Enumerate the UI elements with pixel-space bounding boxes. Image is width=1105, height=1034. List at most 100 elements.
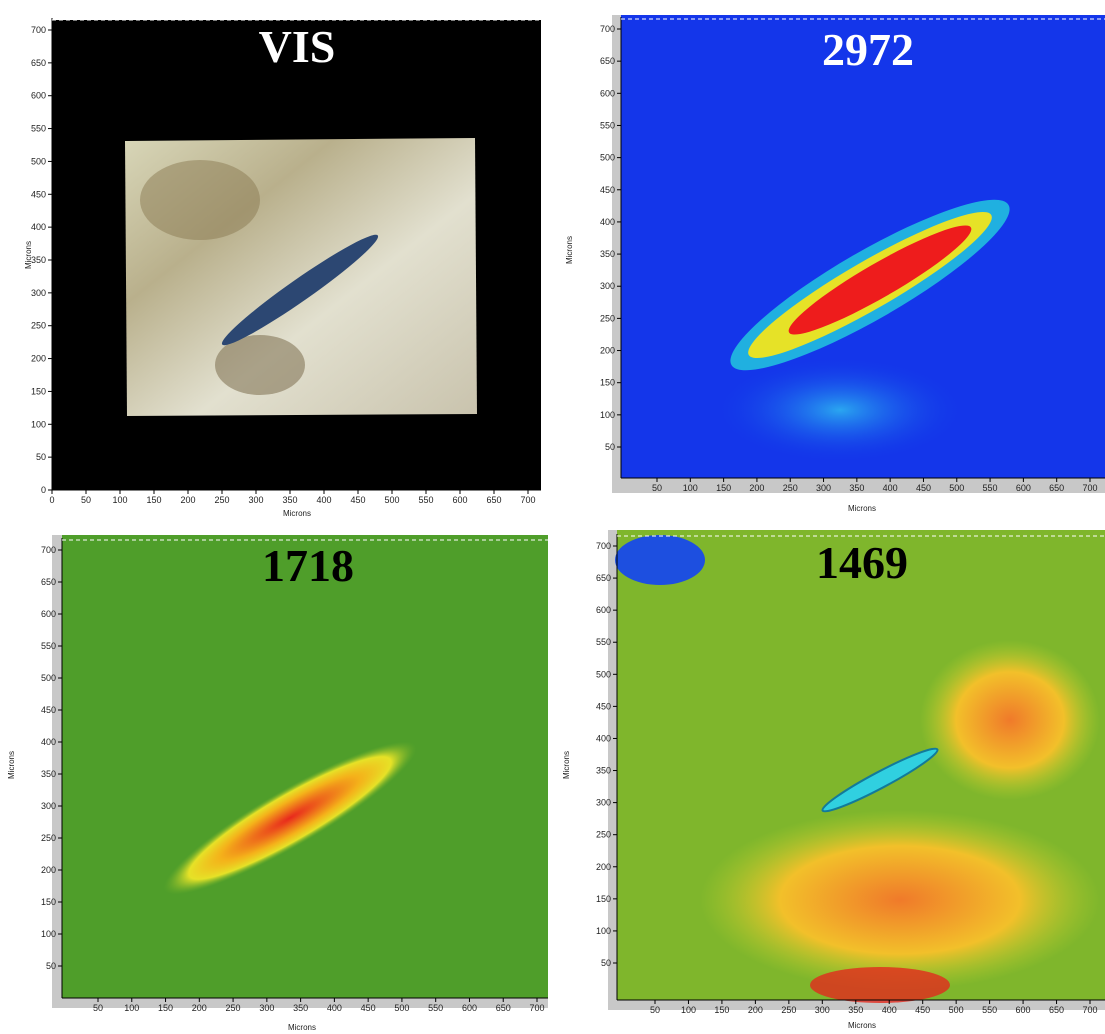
- x-tick-label: 100: [112, 495, 127, 505]
- panel-1718: [52, 535, 548, 1008]
- y-tick-label: 500: [600, 153, 615, 163]
- x-tick-label: 100: [124, 1003, 139, 1013]
- y-tick-label: 550: [31, 124, 46, 134]
- x-tick-label: 150: [158, 1003, 173, 1013]
- y-tick-label: 100: [41, 929, 56, 939]
- y-tick-label: 100: [600, 410, 615, 420]
- x-tick-label: 50: [93, 1003, 103, 1013]
- y-tick-label: 150: [31, 386, 46, 396]
- x-tick-label: 700: [520, 495, 535, 505]
- y-tick-label: 700: [31, 25, 46, 35]
- y-tick-label: 0: [41, 485, 46, 495]
- x-tick-label: 250: [214, 495, 229, 505]
- x-tick-label: 250: [783, 483, 798, 493]
- y-tick-label: 200: [600, 346, 615, 356]
- y-tick-label: 450: [31, 189, 46, 199]
- y-tick-label: 450: [596, 701, 611, 711]
- page: VIS0501001502002503003504004505005506006…: [0, 0, 1105, 1034]
- x-tick-label: 100: [681, 1005, 696, 1015]
- x-tick-label: 200: [749, 483, 764, 493]
- x-tick-label: 600: [1016, 1005, 1031, 1015]
- y-tick-label: 500: [596, 669, 611, 679]
- x-tick-label: 150: [714, 1005, 729, 1015]
- x-tick-label: 200: [748, 1005, 763, 1015]
- panel-1469: [608, 530, 1105, 1010]
- x-tick-label: 500: [394, 1003, 409, 1013]
- x-tick-label: 400: [316, 495, 331, 505]
- panel-title: 2972: [822, 24, 914, 75]
- x-tick-label: 250: [781, 1005, 796, 1015]
- x-tick-label: 500: [384, 495, 399, 505]
- y-tick-label: 650: [41, 577, 56, 587]
- panel-title: VIS: [259, 21, 336, 72]
- y-tick-label: 150: [600, 378, 615, 388]
- x-tick-label: 300: [248, 495, 263, 505]
- x-tick-label: 700: [529, 1003, 544, 1013]
- y-axis-label: Microns: [565, 236, 574, 264]
- x-tick-label: 300: [816, 483, 831, 493]
- texture: [700, 810, 1100, 990]
- x-tick-label: 500: [949, 483, 964, 493]
- x-axis-label: Microns: [848, 1021, 876, 1030]
- y-tick-label: 250: [41, 833, 56, 843]
- y-tick-label: 400: [41, 737, 56, 747]
- y-tick-label: 500: [31, 156, 46, 166]
- y-tick-label: 50: [36, 452, 46, 462]
- x-tick-label: 500: [949, 1005, 964, 1015]
- y-tick-label: 550: [596, 637, 611, 647]
- y-tick-label: 600: [41, 609, 56, 619]
- y-tick-label: 700: [596, 541, 611, 551]
- y-tick-label: 700: [600, 24, 615, 34]
- x-tick-label: 50: [650, 1005, 660, 1015]
- y-tick-label: 350: [31, 255, 46, 265]
- panel-vis: [52, 20, 541, 490]
- panel-title: 1469: [816, 537, 908, 588]
- x-tick-label: 400: [883, 483, 898, 493]
- x-tick-label: 200: [192, 1003, 207, 1013]
- y-tick-label: 600: [31, 91, 46, 101]
- y-tick-label: 400: [31, 222, 46, 232]
- x-tick-label: 350: [282, 495, 297, 505]
- y-tick-label: 550: [600, 120, 615, 130]
- x-tick-label: 100: [683, 483, 698, 493]
- x-axis-label: Microns: [283, 509, 311, 518]
- x-tick-label: 400: [327, 1003, 342, 1013]
- y-tick-label: 350: [596, 766, 611, 776]
- x-tick-label: 450: [350, 495, 365, 505]
- texture: [920, 640, 1100, 800]
- y-tick-label: 100: [31, 419, 46, 429]
- y-tick-label: 450: [600, 185, 615, 195]
- y-tick-label: 300: [600, 281, 615, 291]
- x-tick-label: 600: [1016, 483, 1031, 493]
- x-tick-label: 550: [982, 1005, 997, 1015]
- texture: [810, 967, 950, 1003]
- y-axis-label: Microns: [562, 751, 571, 779]
- y-tick-label: 550: [41, 641, 56, 651]
- x-axis-label: Microns: [848, 504, 876, 513]
- x-tick-label: 450: [361, 1003, 376, 1013]
- y-tick-label: 600: [596, 605, 611, 615]
- y-tick-label: 100: [596, 926, 611, 936]
- y-tick-label: 350: [41, 769, 56, 779]
- y-tick-label: 500: [41, 673, 56, 683]
- x-tick-label: 200: [180, 495, 195, 505]
- x-tick-label: 0: [49, 495, 54, 505]
- y-tick-label: 650: [600, 56, 615, 66]
- x-tick-label: 600: [452, 495, 467, 505]
- y-tick-label: 250: [600, 313, 615, 323]
- x-tick-label: 650: [486, 495, 501, 505]
- x-tick-label: 400: [882, 1005, 897, 1015]
- y-tick-label: 300: [31, 288, 46, 298]
- x-tick-label: 250: [226, 1003, 241, 1013]
- x-tick-label: 550: [983, 483, 998, 493]
- y-tick-label: 50: [605, 442, 615, 452]
- y-axis-label: Microns: [24, 241, 33, 269]
- texture: [615, 535, 705, 585]
- texture: [710, 355, 970, 465]
- y-tick-label: 600: [600, 88, 615, 98]
- x-tick-label: 450: [915, 1005, 930, 1015]
- y-tick-label: 250: [31, 321, 46, 331]
- x-tick-label: 650: [1049, 1005, 1064, 1015]
- y-tick-label: 700: [41, 545, 56, 555]
- x-tick-label: 300: [815, 1005, 830, 1015]
